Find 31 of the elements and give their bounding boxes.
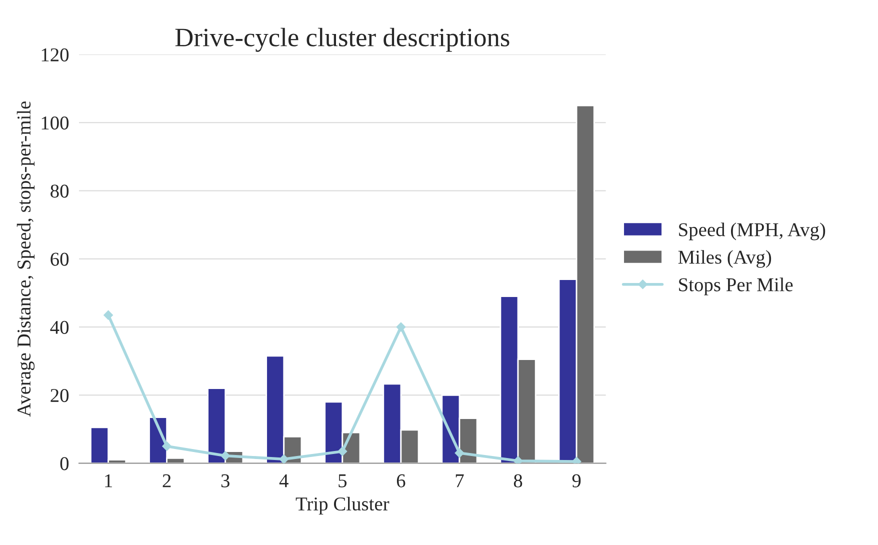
point	[162, 442, 172, 451]
legend-label: Miles (Avg)	[678, 250, 772, 268]
legend-label: Speed (MPH, Avg)	[679, 222, 826, 240]
chart-title: Drive-cycle cluster descriptions	[175, 28, 510, 52]
x-tick-label: 1	[105, 474, 112, 488]
legend-label: Stops Per Mile	[679, 278, 793, 296]
point	[513, 456, 523, 464]
point	[279, 454, 289, 464]
point	[338, 446, 348, 456]
point	[572, 456, 582, 464]
x-axis-title: Trip Cluster	[296, 496, 390, 514]
y-tick-label: 60	[50, 252, 69, 266]
x-tick-label: 6	[396, 474, 406, 488]
x-tick-label: 5	[338, 474, 347, 488]
y-tick-label: 100	[42, 116, 69, 130]
point	[396, 322, 406, 332]
x-tick-label: 8	[514, 474, 522, 488]
point	[104, 310, 113, 320]
y-tick-label: 80	[50, 184, 69, 198]
y-tick-label: 20	[50, 388, 69, 402]
y-tick-label: 120	[42, 48, 69, 62]
y-axis-title: Average Distance, Speed, stops-per-mile	[16, 101, 35, 417]
y-tick-label: 0	[60, 457, 69, 470]
x-tick-label: 9	[572, 474, 581, 488]
x-tick-label: 3	[221, 474, 230, 488]
x-tick-label: 7	[456, 474, 464, 488]
point	[454, 448, 464, 458]
x-tick-label: 2	[162, 474, 171, 488]
y-tick-label: 40	[50, 320, 69, 334]
x-tick-label: 4	[279, 474, 288, 488]
point	[220, 451, 230, 460]
